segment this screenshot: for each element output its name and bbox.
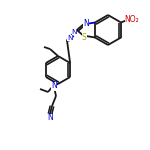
Text: N: N [51,81,57,90]
Text: N: N [47,114,53,123]
Text: N: N [72,29,77,35]
Text: S: S [82,33,87,42]
Text: NO₂: NO₂ [125,15,139,24]
Text: N: N [83,19,89,28]
Text: N: N [67,35,73,41]
